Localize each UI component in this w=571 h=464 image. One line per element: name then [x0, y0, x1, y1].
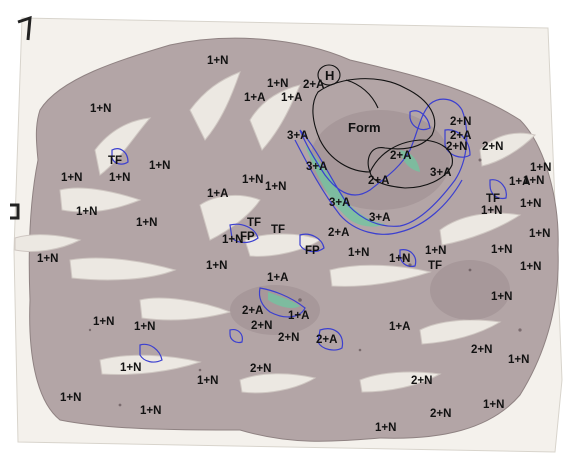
region-label: 1+A — [267, 272, 288, 284]
stain-dots — [88, 158, 522, 407]
region-label: TF — [428, 260, 442, 272]
sulci — [14, 71, 536, 394]
region-labels: 1+N 1+N 2+A 1+A 1+A 1+N Form 3+A 3+A 2+A… — [37, 55, 551, 434]
region-label: TF — [271, 224, 285, 236]
region-label: 1+N — [520, 261, 541, 273]
region-label: 1+N — [140, 405, 161, 417]
circled-marker-letter: H — [325, 68, 334, 83]
region-label: 2+A — [242, 305, 263, 317]
region-label: 1+N — [61, 172, 82, 184]
blue-contours — [111, 98, 507, 363]
region-label: TF — [247, 217, 261, 229]
region-label: 1+N — [530, 162, 551, 174]
region-label: 3+A — [329, 197, 350, 209]
slide-edge-mark — [10, 15, 32, 220]
region-label: 3+A — [430, 167, 451, 179]
region-label: 2+A — [303, 79, 324, 91]
region-label: 1+A — [389, 321, 410, 333]
region-label: 2+N — [278, 332, 299, 344]
region-label: FP — [305, 245, 320, 257]
region-label: 2+A — [328, 227, 349, 239]
region-label: 1+N — [60, 392, 81, 404]
region-label: 1+N — [242, 174, 263, 186]
region-label: 1+N — [206, 260, 227, 272]
region-label: 1+N — [523, 175, 544, 187]
region-label: 2+N — [430, 408, 451, 420]
region-label: 1+N — [491, 291, 512, 303]
region-label: 1+A — [207, 188, 228, 200]
region-label: 3+A — [306, 161, 327, 173]
region-label: 2+N — [411, 375, 432, 387]
region-label: 3+A — [287, 130, 308, 142]
region-label: 1+A — [509, 176, 530, 188]
region-label: 1+N — [483, 399, 504, 411]
region-label: 2+N — [251, 320, 272, 332]
region-label: 1+N — [90, 103, 111, 115]
region-label: 1+N — [109, 172, 130, 184]
region-label: 1+N — [134, 321, 155, 333]
region-label: 1+A — [244, 92, 265, 104]
region-label: 2+A — [450, 130, 471, 142]
green-highlights — [268, 145, 420, 308]
region-label: 2+N — [250, 363, 271, 375]
region-label: 2+N — [482, 141, 503, 153]
region-label: 2+N — [471, 344, 492, 356]
region-label: 1+N — [348, 247, 369, 259]
region-label: 1+A — [281, 92, 302, 104]
form-outline — [312, 64, 453, 189]
circled-marker-ring — [317, 64, 341, 86]
region-label: 2+A — [316, 334, 337, 346]
region-label: TF — [108, 155, 122, 167]
region-label: 1+N — [265, 181, 286, 193]
region-label: 1+N — [389, 253, 410, 265]
region-label: 1+N — [136, 217, 157, 229]
region-label: 2+A — [368, 175, 389, 187]
region-label: 1+N — [149, 160, 170, 172]
region-label: 1+N — [207, 55, 228, 67]
region-label: 1+N — [197, 375, 218, 387]
region-label: 2+N — [450, 116, 471, 128]
region-label: 1+N — [120, 362, 141, 374]
region-label: 1+N — [222, 234, 243, 246]
lesion-shading — [230, 110, 510, 335]
region-label: FP — [240, 231, 255, 243]
region-label: 1+N — [267, 78, 288, 90]
region-label: 1+N — [481, 205, 502, 217]
region-label: Form — [348, 120, 381, 135]
region-label: TF — [486, 193, 500, 205]
region-label: 1+N — [529, 228, 550, 240]
region-label: 1+N — [491, 244, 512, 256]
region-label: 1+N — [520, 198, 541, 210]
region-label: 2+A — [390, 150, 411, 162]
region-label: 1+N — [37, 253, 58, 265]
region-label: 2+N — [446, 141, 467, 153]
region-label: 1+N — [425, 245, 446, 257]
region-label: 1+A — [288, 310, 309, 322]
region-label: 1+N — [76, 206, 97, 218]
region-label: 1+N — [93, 316, 114, 328]
region-label: 1+N — [375, 422, 396, 434]
region-label: 3+A — [369, 212, 390, 224]
region-label: 1+N — [508, 354, 529, 366]
